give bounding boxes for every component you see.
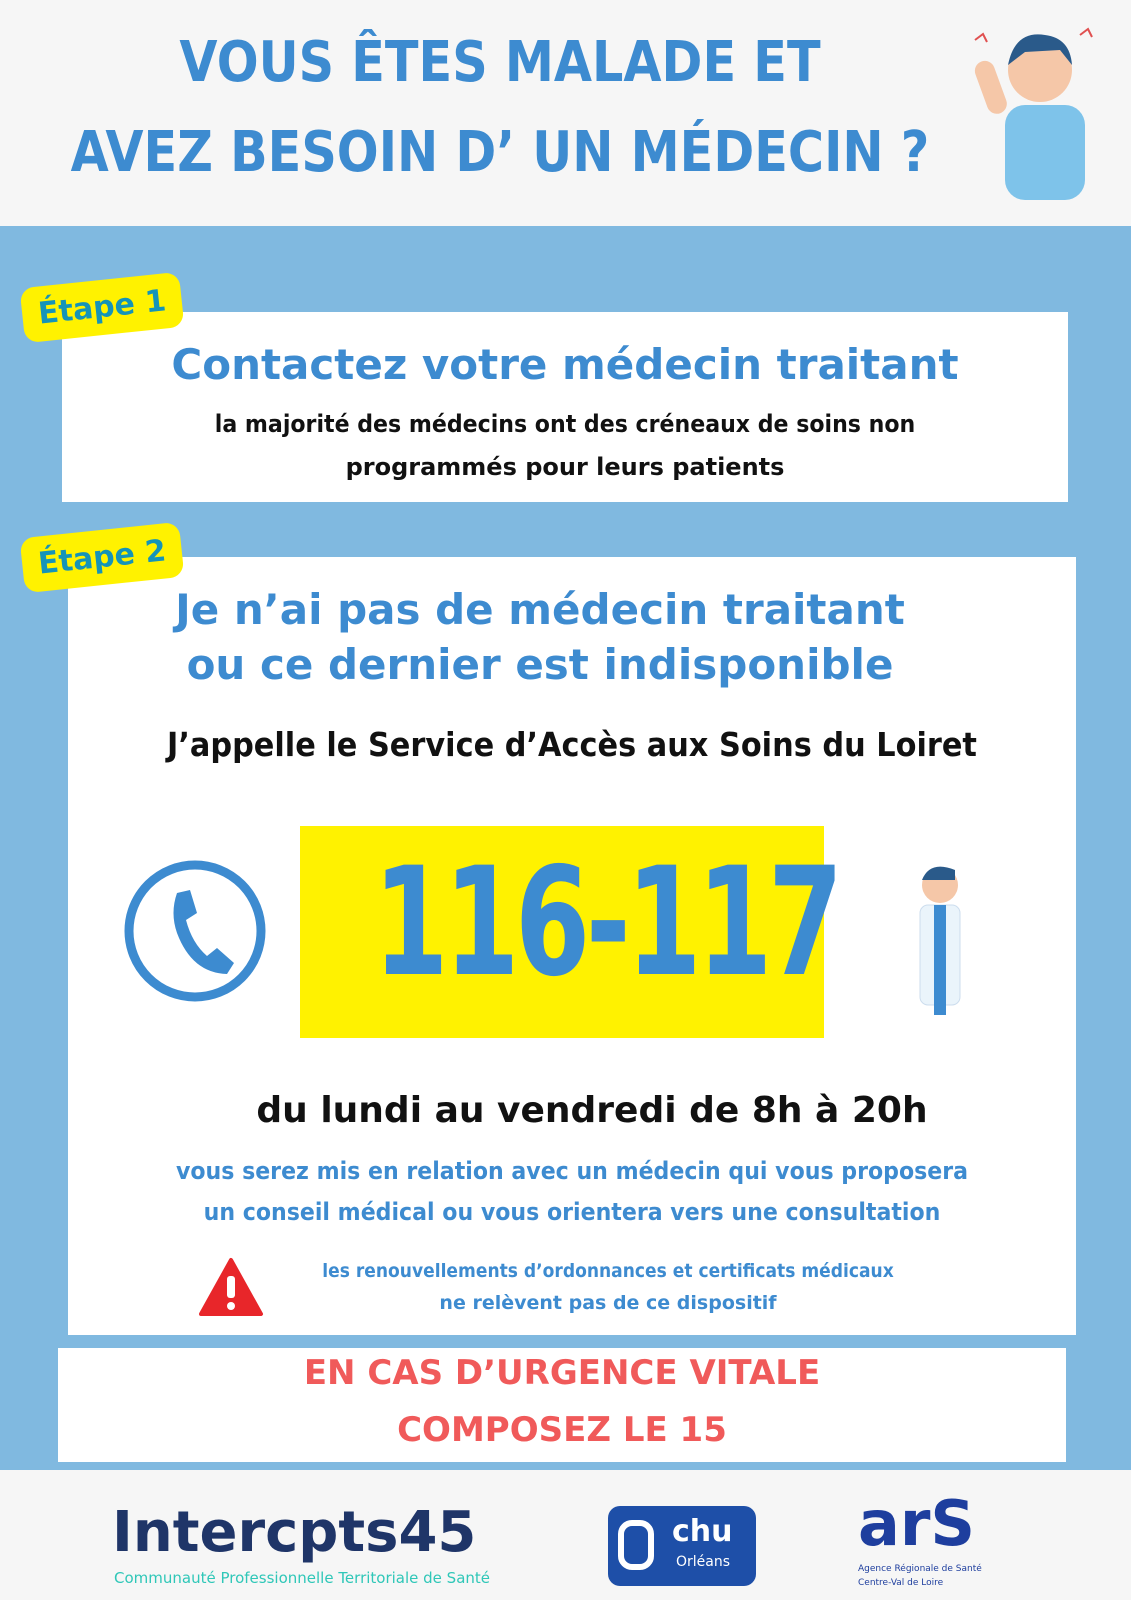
chu-logo-subtitle: Orléans bbox=[676, 1554, 731, 1570]
chu-logo-text: chu bbox=[672, 1514, 733, 1549]
ars-subtitle-1: Agence Régionale de Santé bbox=[858, 1564, 982, 1574]
title-line-1: VOUS ÊTES MALADE ET bbox=[179, 30, 821, 95]
hours: du lundi au vendredi de 8h à 20h bbox=[256, 1090, 928, 1131]
title-line-2: AVEZ BESOIN D’ UN MÉDECIN ? bbox=[70, 120, 930, 185]
footer bbox=[0, 1470, 1131, 1600]
step2-heading-2: ou ce dernier est indisponible bbox=[186, 640, 894, 689]
ars-subtitle-2: Centre-Val de Loire bbox=[858, 1578, 944, 1588]
info-2: un conseil médical ou vous orientera ver… bbox=[203, 1198, 941, 1226]
warning-1: les renouvellements d’ordonnances et cer… bbox=[322, 1260, 894, 1282]
step1-heading: Contactez votre médecin traitant bbox=[171, 340, 959, 389]
intercpts45-logo: Intercpts45 bbox=[112, 1500, 477, 1565]
emergency-line-1: EN CAS D’URGENCE VITALE bbox=[303, 1353, 821, 1393]
step1-text-1: la majorité des médecins ont des créneau… bbox=[214, 410, 916, 438]
call-text: J’appelle le Service d’Accès aux Soins d… bbox=[167, 725, 977, 764]
warning-icon bbox=[199, 1258, 263, 1316]
step2-heading-1: Je n’ai pas de médecin traitant bbox=[175, 585, 905, 634]
doctor-on-phone-icon bbox=[919, 866, 961, 1015]
emergency-box bbox=[58, 1348, 1066, 1462]
warning-2: ne relèvent pas de ce dispositif bbox=[439, 1292, 777, 1314]
chu-logo: chu Orléans bbox=[608, 1506, 756, 1586]
step1-box bbox=[62, 312, 1068, 502]
ars-logo: arS bbox=[858, 1487, 976, 1560]
header bbox=[0, 0, 1131, 226]
phone-highlight bbox=[300, 826, 824, 1038]
intercpts45-subtitle: Communauté Professionnelle Territoriale … bbox=[114, 1569, 490, 1587]
emergency-line-2: COMPOSEZ LE 15 bbox=[397, 1410, 727, 1450]
chu-logo-mark bbox=[618, 1520, 654, 1570]
phone-icon bbox=[124, 860, 266, 1002]
info-1: vous serez mis en relation avec un médec… bbox=[175, 1157, 969, 1185]
sick-person-icon bbox=[974, 27, 1093, 200]
step1-text-2: programmés pour leurs patients bbox=[345, 453, 785, 481]
phone-number[interactable]: 116-117 bbox=[373, 836, 843, 1010]
